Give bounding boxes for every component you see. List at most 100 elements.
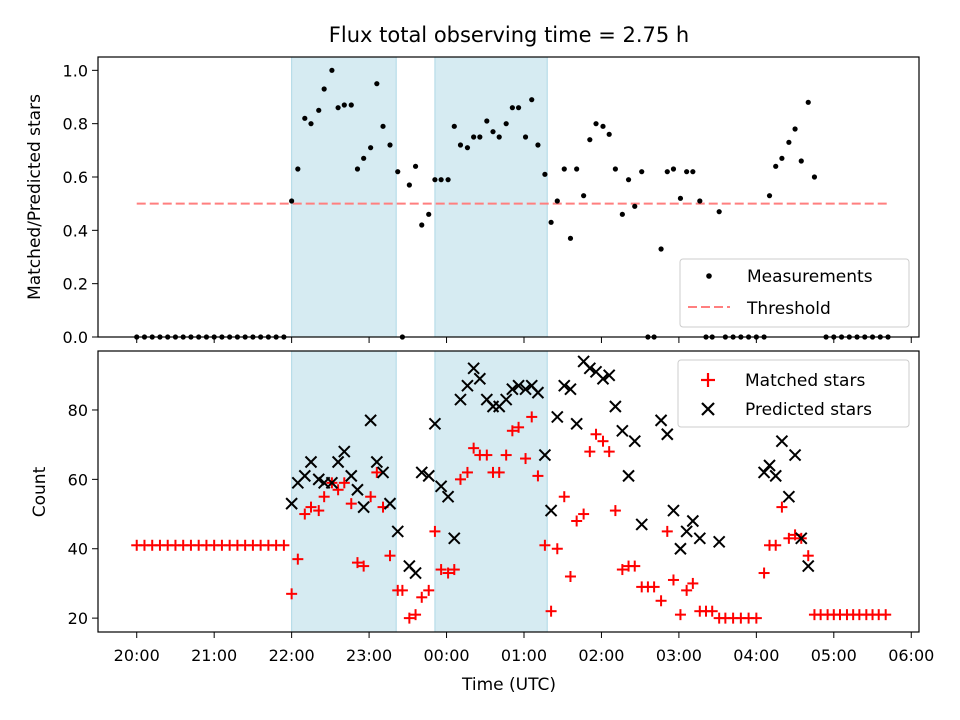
measurement-point-48 (471, 134, 477, 140)
time-xtick-label-9: 05:00 (811, 646, 857, 665)
matched-point-58 (532, 470, 544, 482)
measurement-point-68 (600, 123, 606, 129)
legend-matched-marker (701, 373, 715, 387)
matched-point-39 (410, 609, 422, 621)
matched-point-73 (629, 560, 641, 572)
predicted-point-33 (506, 382, 519, 396)
matched-point-85 (706, 605, 718, 617)
predicted-point-7 (331, 455, 345, 469)
time-xtick-label-8: 04:00 (733, 646, 779, 665)
predicted-point-47 (596, 372, 610, 385)
matched-point-22 (299, 508, 311, 520)
time-xtick-label-10: 06:00 (888, 646, 934, 665)
measurement-point-79 (670, 166, 677, 172)
matched-point-78 (661, 525, 673, 537)
measurement-point-34 (380, 123, 386, 129)
matched-stars-series (131, 411, 892, 624)
measurement-point-20 (289, 198, 295, 204)
predicted-point-55 (661, 428, 674, 441)
matched-point-30 (351, 557, 363, 569)
measurement-point-50 (484, 118, 490, 124)
matched-point-43 (435, 564, 447, 576)
matched-point-81 (681, 584, 693, 596)
time-xtick-label-0: 20:00 (114, 646, 160, 665)
matched-point-53 (500, 449, 512, 461)
measurement-point-56 (522, 134, 529, 140)
ratio-ytick-label-1: 0.2 (63, 275, 88, 294)
legend-threshold-label: Threshold (746, 299, 831, 319)
measurement-point-40 (419, 222, 425, 228)
predicted-point-28 (473, 372, 487, 385)
measurement-point-30 (354, 166, 361, 172)
measurement-point-22 (302, 115, 308, 121)
matched-point-54 (506, 425, 518, 437)
predicted-point-68 (795, 532, 808, 545)
predicted-point-11 (357, 500, 370, 514)
predicted-point-18 (409, 566, 422, 580)
matched-point-65 (578, 508, 590, 520)
measurement-point-67 (593, 121, 599, 127)
measurement-point-38 (406, 182, 412, 188)
measurement-point-66 (587, 137, 593, 143)
measurement-point-61 (554, 198, 560, 204)
measurement-point-99 (805, 99, 811, 105)
ratio-axis-ticks: 0.0 0.2 0.4 0.6 0.8 1.0 (63, 61, 912, 347)
measurement-point-64 (574, 166, 580, 172)
measurement-point-26 (329, 67, 335, 73)
predicted-point-60 (693, 532, 707, 545)
matched-point-95 (776, 501, 788, 513)
measurement-point-83 (697, 198, 703, 204)
measurement-point-97 (792, 126, 798, 132)
matched-point-77 (655, 595, 667, 607)
matched-point-94 (770, 539, 782, 551)
matched-point-19 (278, 539, 290, 551)
matched-point-35 (384, 550, 396, 562)
predicted-point-66 (782, 490, 796, 503)
matched-point-48 (468, 442, 480, 454)
measurement-point-58 (535, 142, 541, 148)
predicted-point-3 (304, 455, 318, 469)
predicted-point-24 (448, 532, 461, 545)
measurement-point-52 (496, 134, 502, 140)
measurement-point-59 (542, 171, 548, 177)
measurement-point-25 (321, 86, 327, 92)
matched-point-55 (513, 421, 525, 433)
predicted-point-53 (635, 518, 648, 531)
measurement-point-71 (619, 211, 625, 217)
measurement-point-45 (451, 123, 457, 129)
predicted-point-32 (499, 393, 513, 406)
predicted-point-61 (712, 535, 726, 549)
measurement-point-32 (368, 145, 374, 151)
measurement-point-62 (561, 166, 567, 172)
matched-point-59 (539, 539, 551, 551)
matched-point-27 (332, 484, 344, 496)
predicted-point-65 (775, 434, 789, 448)
predicted-point-42 (564, 382, 577, 396)
predicted-point-20 (422, 469, 435, 483)
legend-measurements-label: Measurements (747, 267, 873, 287)
measurement-point-21 (295, 166, 301, 172)
predicted-point-15 (383, 497, 397, 510)
predicted-point-6 (325, 476, 339, 490)
predicted-point-59 (686, 514, 700, 528)
predicted-point-35 (519, 382, 532, 396)
count-ytick-label-3: 80 (68, 401, 88, 420)
matched-point-70 (609, 505, 621, 517)
predicted-point-40 (551, 410, 564, 424)
predicted-point-63 (763, 459, 776, 472)
measurement-point-80 (677, 195, 684, 201)
matched-point-82 (687, 577, 699, 589)
predicted-point-4 (312, 473, 325, 486)
measurement-point-43 (438, 177, 444, 183)
measurement-point-44 (445, 177, 451, 183)
time-xtick-label-4: 00:00 (423, 646, 469, 665)
count-ytick-label-0: 20 (68, 609, 88, 628)
measurement-point-69 (606, 131, 612, 137)
ratio-panel-frame (97, 56, 920, 338)
matched-point-71 (616, 564, 628, 576)
predicted-point-51 (622, 469, 635, 483)
time-xtick-label-2: 22:00 (269, 646, 315, 665)
legend-predicted-label: Predicted stars (745, 400, 872, 420)
time-xtick-label-1: 21:00 (191, 646, 237, 665)
